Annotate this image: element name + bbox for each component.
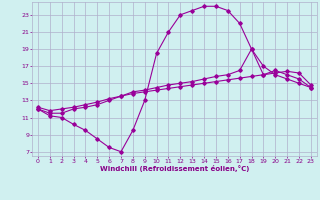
X-axis label: Windchill (Refroidissement éolien,°C): Windchill (Refroidissement éolien,°C) <box>100 165 249 172</box>
